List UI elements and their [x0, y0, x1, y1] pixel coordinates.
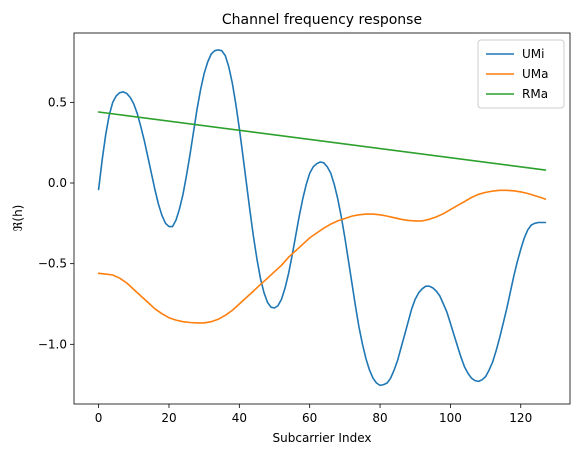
- x-tick-label: 60: [302, 411, 317, 425]
- legend-label-rma: RMa: [522, 87, 548, 101]
- chart-title: Channel frequency response: [222, 12, 422, 28]
- x-tick-label: 20: [161, 411, 176, 425]
- y-tick-label: −1.0: [38, 337, 67, 351]
- y-tick-label: 0.5: [48, 95, 67, 109]
- y-axis-label: ℜ(h): [11, 205, 25, 232]
- x-tick-label: 40: [232, 411, 247, 425]
- x-axis-label: Subcarrier Index: [273, 431, 372, 445]
- legend-label-uma: UMa: [522, 67, 549, 81]
- y-tick-label: −0.5: [38, 257, 67, 271]
- legend-label-umi: UMi: [522, 47, 544, 61]
- x-tick-label: 100: [439, 411, 462, 425]
- y-tick-label: 0.0: [48, 176, 67, 190]
- x-tick-label: 0: [95, 411, 103, 425]
- x-tick-label: 120: [509, 411, 532, 425]
- x-tick-label: 80: [372, 411, 387, 425]
- legend: UMi UMa RMa: [478, 40, 564, 108]
